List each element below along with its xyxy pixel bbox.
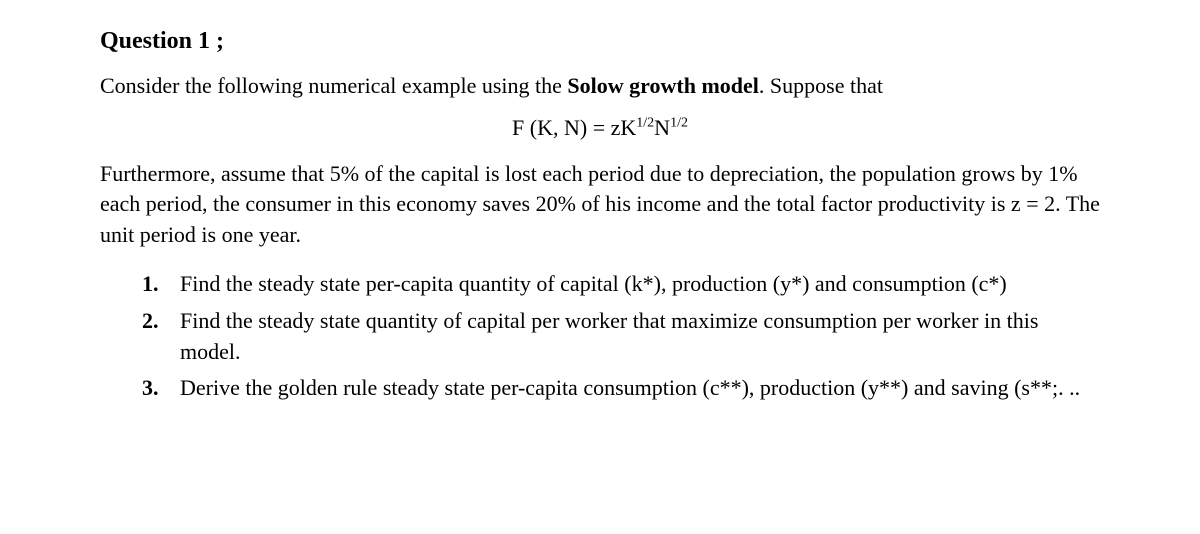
- list-number: 1.: [142, 269, 180, 300]
- formula-lhs: F (K, N) = zK: [512, 115, 636, 140]
- question-list: 1. Find the steady state per-capita quan…: [100, 269, 1100, 404]
- list-item: 2. Find the steady state quantity of cap…: [142, 306, 1100, 368]
- intro-paragraph: Consider the following numerical example…: [100, 71, 1100, 101]
- intro-prefix: Consider the following numerical example…: [100, 73, 567, 98]
- intro-bold-term: Solow growth model: [567, 73, 759, 98]
- formula-exponent-n: 1/2: [670, 115, 688, 130]
- list-content: Find the steady state quantity of capita…: [180, 306, 1100, 368]
- list-item: 3. Derive the golden rule steady state p…: [142, 373, 1100, 404]
- list-content: Derive the golden rule steady state per-…: [180, 373, 1100, 404]
- formula-exponent-k: 1/2: [636, 115, 654, 130]
- list-content: Find the steady state per-capita quantit…: [180, 269, 1100, 300]
- production-function-formula: F (K, N) = zK1/2N1/2: [100, 115, 1100, 141]
- question-title: Question 1 ;: [100, 28, 1100, 55]
- list-number: 2.: [142, 306, 180, 368]
- list-item: 1. Find the steady state per-capita quan…: [142, 269, 1100, 300]
- list-number: 3.: [142, 373, 180, 404]
- assumptions-paragraph: Furthermore, assume that 5% of the capit…: [100, 159, 1100, 251]
- intro-suffix: . Suppose that: [759, 73, 883, 98]
- formula-mid: N: [654, 115, 670, 140]
